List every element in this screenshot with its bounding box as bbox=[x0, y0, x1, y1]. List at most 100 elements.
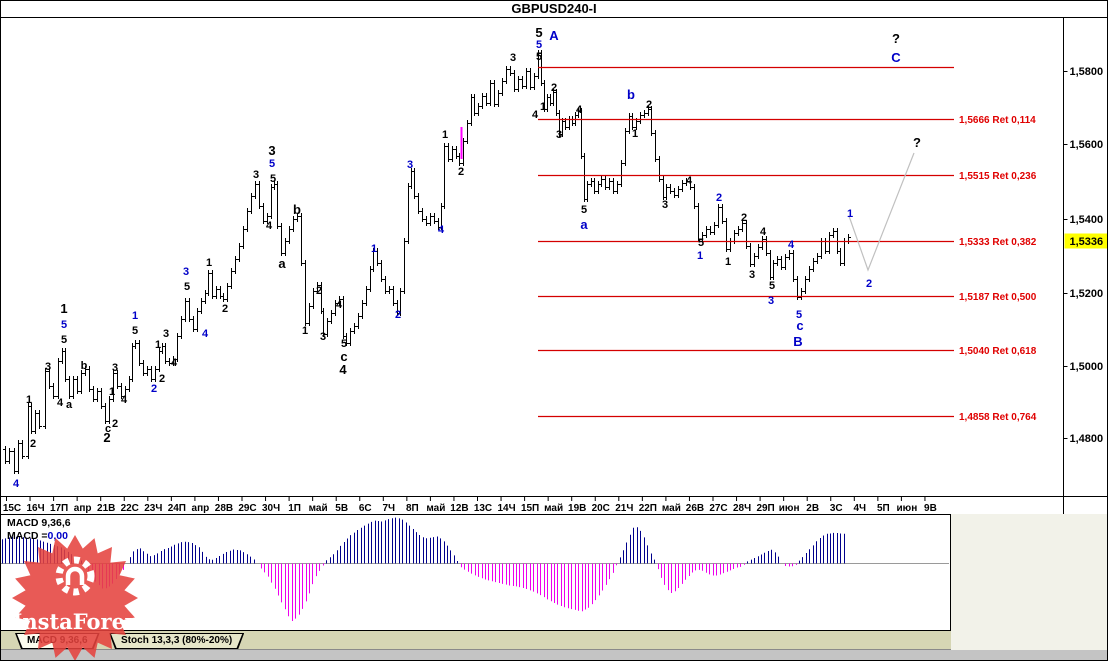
tab-stochastic[interactable]: Stoch 13,3,3 (80%-20%) bbox=[109, 633, 244, 649]
macd-params-label: MACD 9,36,6 bbox=[7, 517, 71, 529]
time-tick-label: 13С bbox=[474, 503, 492, 514]
price-tick-label: 1,5400 bbox=[1070, 214, 1104, 226]
price-pane[interactable]: 1,5666 Ret 0,114 1,5515 Ret 0,236 1,5333 R… bbox=[1, 18, 1107, 496]
time-axis-labels: 15С 16Ч 17П апр 21В 22С 23Ч 24П апр 28В 29С 30Ч 1П ма… bbox=[3, 497, 1064, 514]
indicator-tab-bar: MACD 9,36,6 Stoch 13,3,3 (80%-20%) bbox=[1, 631, 1107, 650]
wave-label: 3 bbox=[253, 169, 259, 181]
wave-label: a bbox=[278, 256, 286, 271]
chart-title: GBPUSD240-I bbox=[511, 1, 597, 16]
time-tick-label: 28В bbox=[215, 503, 233, 514]
time-tick-label: май bbox=[544, 503, 563, 514]
wave-label: 2 bbox=[316, 285, 322, 297]
macd-value: 0,00 bbox=[47, 530, 68, 542]
wave-label: 1 bbox=[302, 325, 308, 337]
wave-label: 3 bbox=[183, 266, 189, 278]
current-price-label: 1,5336 bbox=[1070, 236, 1104, 248]
macd-bars bbox=[2, 517, 845, 621]
time-tick-label: 27С bbox=[709, 503, 727, 514]
wave-label: c bbox=[340, 349, 347, 364]
time-tick-label: 15С bbox=[3, 503, 21, 514]
wave-label: ? bbox=[913, 135, 921, 150]
wave-label: 1 bbox=[132, 310, 138, 322]
time-tick-label: 5П bbox=[877, 503, 890, 514]
wave-label: 1 bbox=[632, 128, 638, 140]
fib-level-label: 1,5515 Ret 0,236 bbox=[959, 171, 1037, 182]
wave-label: 2 bbox=[222, 303, 228, 315]
time-tick-label: 3С bbox=[830, 503, 843, 514]
wave-label: 1 bbox=[109, 386, 115, 398]
time-tick-label: 14Ч bbox=[497, 503, 515, 514]
macd-value-prefix: MACD = bbox=[7, 530, 48, 542]
wave-label: 5 bbox=[698, 237, 704, 249]
time-tick-label: 6С bbox=[359, 503, 372, 514]
wave-label: 4 bbox=[266, 220, 273, 232]
macd-panel[interactable]: MACD 9,36,6 MACD =0,00 bbox=[1, 514, 951, 631]
wave-label: 4 bbox=[57, 397, 64, 409]
wave-label: 1 bbox=[60, 301, 67, 316]
time-tick-label: июн bbox=[779, 503, 800, 514]
wave-label: ? bbox=[892, 31, 900, 46]
macd-indicator-labels: MACD 9,36,6 MACD =0,00 bbox=[7, 517, 71, 543]
wave-label: 4 bbox=[438, 224, 445, 236]
wave-label: b bbox=[81, 360, 88, 372]
wave-label: a bbox=[580, 217, 588, 232]
wave-label: 4 bbox=[13, 478, 20, 490]
wave-label: 1 bbox=[847, 208, 853, 220]
wave-label: B bbox=[793, 334, 802, 349]
fib-level-label: 1,5040 Ret 0,618 bbox=[959, 346, 1037, 357]
time-tick-label: 28Ч bbox=[733, 503, 751, 514]
price-tick-label: 1,5600 bbox=[1070, 139, 1104, 151]
macd-histogram bbox=[1, 517, 951, 621]
wave-label: 4 bbox=[339, 362, 347, 377]
wave-label: 1 bbox=[540, 101, 546, 113]
wave-label: 4 bbox=[532, 109, 539, 121]
time-tick-label: 21Ч bbox=[615, 503, 633, 514]
wave-label: 2 bbox=[103, 430, 110, 445]
wave-label: 3 bbox=[163, 328, 169, 340]
wave-label: 4 bbox=[686, 175, 693, 187]
wave-label: 5 bbox=[341, 338, 347, 350]
wave-label: a bbox=[66, 399, 73, 411]
time-tick-label: 24П bbox=[168, 503, 186, 514]
wave-label: 4 bbox=[760, 226, 767, 238]
wave-label: C bbox=[891, 50, 901, 65]
wave-label: 2 bbox=[741, 212, 747, 224]
time-tick-label: 16Ч bbox=[26, 503, 44, 514]
wave-label: A bbox=[549, 28, 559, 43]
wave-label: 2 bbox=[395, 309, 401, 321]
chart-title-bar: GBPUSD240-I bbox=[1, 1, 1107, 18]
wave-label: 5 bbox=[61, 319, 67, 331]
time-tick-label: 21В bbox=[97, 503, 115, 514]
time-tick-label: 22П bbox=[639, 503, 657, 514]
lower-area: MACD 9,36,6 MACD =0,00 MACD 9,36,6 Stoch… bbox=[1, 514, 1107, 660]
indicator-tab-strip: MACD 9,36,6 Stoch 13,3,3 (80%-20%) bbox=[1, 631, 951, 650]
wave-label: 2 bbox=[646, 99, 652, 111]
wave-label: 5 bbox=[184, 281, 190, 293]
wave-label: 4 bbox=[576, 104, 583, 116]
wave-label: 2 bbox=[458, 166, 464, 178]
price-tick-label: 1,5000 bbox=[1070, 361, 1104, 373]
time-tick-label: 23Ч bbox=[144, 503, 162, 514]
fib-retracement-lines: 1,5666 Ret 0,114 1,5515 Ret 0,236 1,5333 R… bbox=[538, 66, 1037, 423]
time-tick-label: 1П bbox=[288, 503, 301, 514]
tab-macd[interactable]: MACD 9,36,6 bbox=[15, 633, 100, 649]
price-axis: 1,5800 1,5600 1,5400 1,5200 1,5000 1,4800 1,53… bbox=[1063, 18, 1107, 496]
time-tick-label: 2В bbox=[806, 503, 819, 514]
price-chart[interactable]: 1,5666 Ret 0,114 1,5515 Ret 0,236 1,5333 R… bbox=[1, 18, 1108, 496]
forecast-projection-line bbox=[848, 152, 915, 272]
time-tick-label: 5В bbox=[335, 503, 348, 514]
time-tick-label: 17П bbox=[50, 503, 68, 514]
tab-stochastic-label: Stoch 13,3,3 (80%-20%) bbox=[110, 634, 243, 648]
wave-label: 4 bbox=[202, 328, 209, 340]
time-tick-label: 8П bbox=[406, 503, 419, 514]
time-tick-label: 15П bbox=[521, 503, 539, 514]
wave-label: 5 bbox=[61, 334, 67, 346]
wave-label: c bbox=[796, 318, 803, 333]
wave-label: 1 bbox=[26, 394, 32, 406]
wave-label: 3 bbox=[662, 199, 668, 211]
wave-label: 3 bbox=[268, 143, 275, 158]
fib-level-label: 1,5187 Ret 0,500 bbox=[959, 292, 1037, 303]
time-tick-label: 9В bbox=[924, 503, 937, 514]
wave-label: 1 bbox=[725, 256, 731, 268]
